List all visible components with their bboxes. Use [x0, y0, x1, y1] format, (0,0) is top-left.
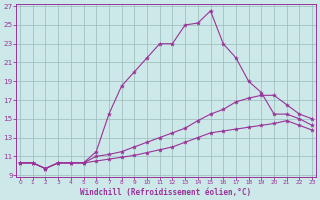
X-axis label: Windchill (Refroidissement éolien,°C): Windchill (Refroidissement éolien,°C)	[81, 188, 252, 197]
